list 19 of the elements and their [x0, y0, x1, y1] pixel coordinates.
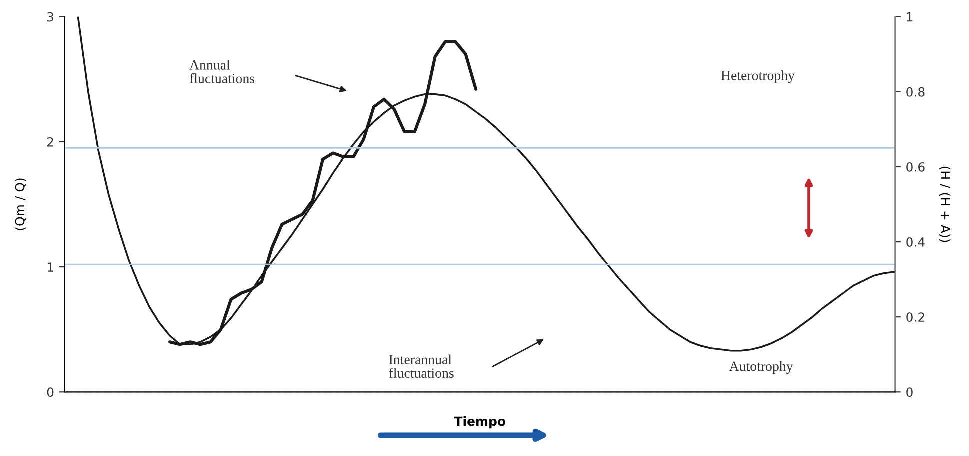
- y-tick-label: 2: [47, 137, 54, 147]
- y-axis-title: (Qm / Q): [15, 178, 26, 230]
- annotation: Heterotrophy: [721, 70, 795, 84]
- line-series: [168, 40, 478, 346]
- y-tick-label: 0: [47, 388, 54, 398]
- annotation: Autotrophy: [729, 361, 794, 374]
- y2-tick-label: 0.4: [906, 238, 925, 247]
- annotation: Annual fluctuations: [190, 60, 255, 84]
- y2-tick-label: 0.8: [906, 87, 925, 97]
- y2-tick-label: 0: [906, 388, 913, 398]
- x-axis-title: Tiempo: [454, 416, 506, 429]
- annotation: Interannual fluctuations: [389, 354, 454, 378]
- y2-tick-label: 1: [907, 12, 913, 22]
- y2-axis-title: (H / (H + A)): [940, 166, 951, 242]
- y2-tick-label: 0.6: [906, 162, 925, 172]
- y-tick-label: 3: [48, 12, 54, 22]
- line-series: [77, 16, 896, 352]
- y-tick-label: 1: [48, 262, 54, 272]
- y2-tick-label: 0.2: [906, 312, 924, 322]
